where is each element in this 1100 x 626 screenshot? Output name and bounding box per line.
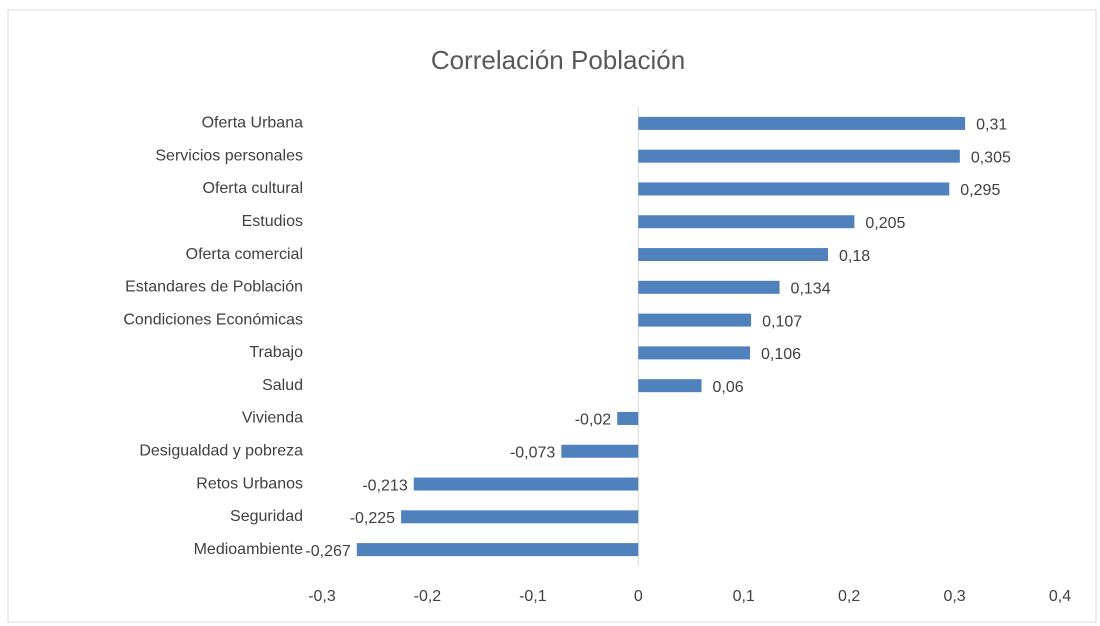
y-tick-label: Desigualdad y pobreza bbox=[139, 442, 303, 459]
chart-title: Correlación Población bbox=[431, 45, 685, 75]
value-label: 0,134 bbox=[791, 281, 831, 298]
value-label: 0,107 bbox=[762, 313, 802, 330]
x-tick-label: 0,4 bbox=[1049, 588, 1071, 605]
y-tick-label: Estandares de Población bbox=[125, 279, 303, 296]
bar bbox=[638, 280, 780, 294]
value-label: 0,106 bbox=[761, 346, 801, 363]
bar bbox=[638, 379, 702, 393]
bar bbox=[638, 116, 966, 130]
y-tick-label: Trabajo bbox=[249, 344, 303, 361]
bar bbox=[356, 543, 639, 557]
y-tick-label: Medioambiente bbox=[194, 541, 304, 558]
y-tick-label: Seguridad bbox=[230, 508, 303, 525]
bar bbox=[617, 411, 639, 425]
value-label: 0,295 bbox=[960, 182, 1000, 199]
x-tick-label: -0,3 bbox=[308, 588, 336, 605]
value-label: -0,213 bbox=[362, 477, 407, 494]
value-label: -0,225 bbox=[350, 510, 395, 527]
y-tick-label: Vivienda bbox=[242, 410, 303, 427]
bar bbox=[638, 215, 855, 229]
value-label: 0,18 bbox=[839, 248, 870, 265]
bar bbox=[638, 248, 829, 262]
bar bbox=[638, 346, 751, 360]
y-tick-label: Oferta Urbana bbox=[202, 115, 303, 132]
value-label: -0,267 bbox=[305, 543, 350, 560]
y-tick-label: Oferta comercial bbox=[186, 246, 303, 263]
value-label: -0,073 bbox=[510, 444, 555, 461]
value-label: 0,06 bbox=[713, 379, 744, 396]
x-tick-label: 0,2 bbox=[838, 588, 860, 605]
y-tick-label: Salud bbox=[262, 377, 303, 394]
y-tick-label: Estudios bbox=[242, 213, 303, 230]
bar bbox=[638, 149, 960, 163]
bar bbox=[413, 477, 639, 491]
y-tick-label: Retos Urbanos bbox=[196, 475, 303, 492]
value-label: 0,31 bbox=[976, 117, 1007, 134]
bar bbox=[638, 313, 752, 327]
x-tick-label: 0 bbox=[634, 588, 643, 605]
y-tick-label: Servicios personales bbox=[155, 147, 303, 164]
x-tick-label: 0,1 bbox=[733, 588, 755, 605]
bar bbox=[561, 444, 639, 458]
bar bbox=[638, 182, 950, 196]
bar bbox=[401, 510, 639, 524]
value-label: 0,305 bbox=[971, 149, 1011, 166]
y-tick-label: Oferta cultural bbox=[203, 180, 303, 197]
value-label: -0,02 bbox=[575, 412, 612, 429]
x-tick-label: -0,2 bbox=[414, 588, 442, 605]
y-tick-label: Condiciones Económicas bbox=[123, 311, 303, 328]
value-label: 0,205 bbox=[865, 215, 905, 232]
x-tick-label: -0,1 bbox=[519, 588, 547, 605]
x-tick-label: 0,3 bbox=[943, 588, 965, 605]
